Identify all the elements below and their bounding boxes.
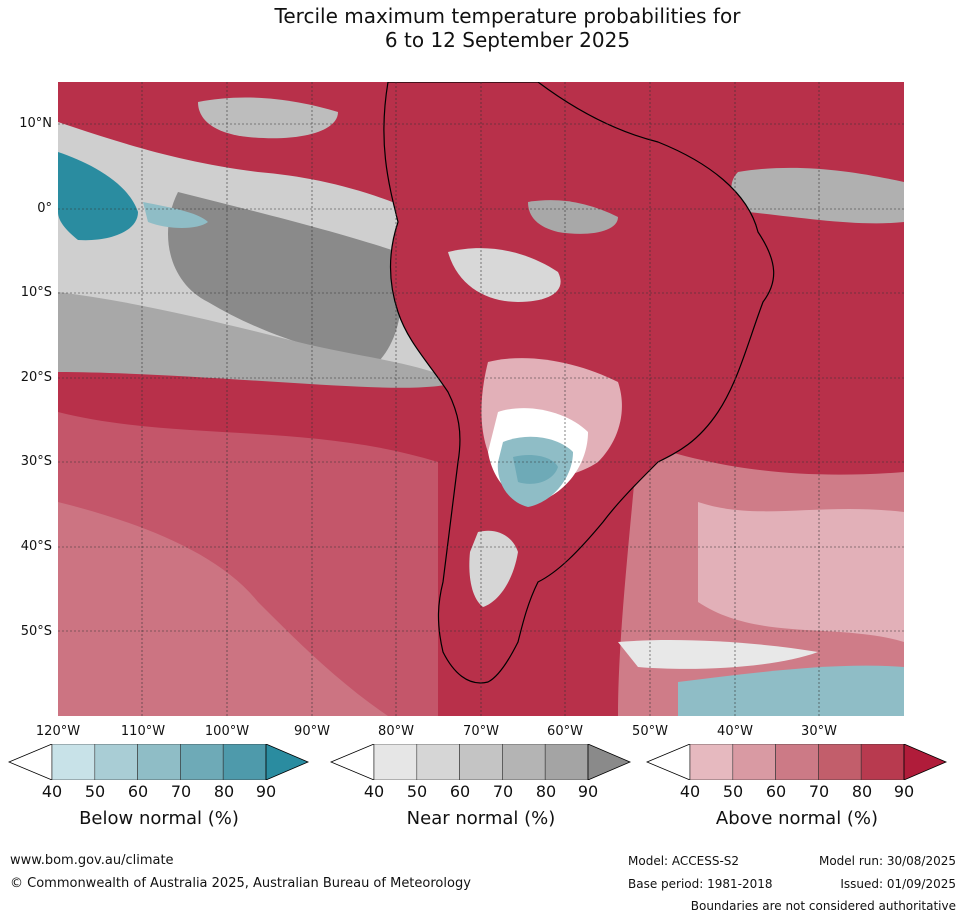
colorbar-extend-low bbox=[646, 744, 691, 780]
colorbar-segment bbox=[775, 744, 819, 780]
map-canvas bbox=[58, 82, 904, 716]
tick: 90 bbox=[255, 782, 277, 801]
footer-model-run: Model run: 30/08/2025 bbox=[818, 854, 956, 868]
title-line-1: Tercile maximum temperature probabilitie… bbox=[274, 4, 741, 28]
footer-url: www.bom.gov.au/climate bbox=[10, 853, 174, 868]
tick: 70 bbox=[808, 782, 830, 801]
tick: 90 bbox=[577, 782, 599, 801]
colorbar-below-normal bbox=[8, 744, 310, 780]
colorbar-segment bbox=[373, 744, 418, 780]
tick: 70 bbox=[170, 782, 192, 801]
colorbar-segment bbox=[222, 744, 267, 780]
lat-label-10n: 10°N bbox=[19, 116, 52, 131]
lat-label-40s: 40°S bbox=[20, 539, 52, 554]
colorbar-extend-low bbox=[330, 744, 375, 780]
title-line-2: 6 to 12 September 2025 bbox=[384, 28, 631, 52]
tick: 40 bbox=[363, 782, 385, 801]
colorbar-segment bbox=[502, 744, 546, 780]
near-normal-patagonia bbox=[469, 530, 518, 607]
near-normal-atlantic bbox=[731, 167, 904, 224]
tick: 60 bbox=[449, 782, 471, 801]
lon-label-80w: 80°W bbox=[378, 724, 414, 739]
near-normal-strong-region bbox=[168, 192, 402, 362]
graticule bbox=[58, 82, 904, 716]
below-normal-region bbox=[143, 202, 208, 228]
lat-label-0: 0° bbox=[37, 201, 52, 216]
footer-disclaimer: Boundaries are not considered authoritat… bbox=[690, 899, 956, 913]
colorbar-above-label: Above normal (%) bbox=[715, 808, 879, 829]
tick: 50 bbox=[84, 782, 106, 801]
colorbar-segment bbox=[51, 744, 96, 780]
lon-label-90w: 90°W bbox=[294, 724, 330, 739]
below-normal-strong-region bbox=[58, 152, 138, 241]
near-normal-mid-region bbox=[58, 292, 458, 388]
lon-label-50w: 50°W bbox=[632, 724, 668, 739]
tick: 50 bbox=[406, 782, 428, 801]
colorbar-segment bbox=[94, 744, 138, 780]
colorbar-near-normal bbox=[330, 744, 632, 780]
above-normal-weak-east bbox=[698, 502, 904, 642]
lon-label-30w: 30°W bbox=[801, 724, 837, 739]
colorbar-extend-high bbox=[587, 744, 632, 780]
tick: 80 bbox=[213, 782, 235, 801]
tick: 70 bbox=[492, 782, 514, 801]
footer-issued: Issued: 01/09/2025 bbox=[840, 877, 956, 891]
footer-copyright: © Commonwealth of Australia 2025, Austra… bbox=[10, 876, 471, 891]
colorbar-segment bbox=[459, 744, 503, 780]
colorbar-above-normal bbox=[646, 744, 948, 780]
lon-label-60w: 60°W bbox=[547, 724, 583, 739]
colorbar-segment bbox=[818, 744, 862, 780]
lat-label-50s: 50°S bbox=[20, 624, 52, 639]
footer-model: Model: ACCESS-S2 bbox=[628, 854, 740, 868]
colorbar-segment bbox=[544, 744, 589, 780]
tick: 90 bbox=[893, 782, 915, 801]
tick: 40 bbox=[41, 782, 63, 801]
lon-label-110w: 110°W bbox=[120, 724, 166, 739]
lon-label-70w: 70°W bbox=[463, 724, 499, 739]
colorbar-segment bbox=[689, 744, 734, 780]
colorbar-segment bbox=[860, 744, 905, 780]
colorbar-segment bbox=[180, 744, 224, 780]
near-normal-land-amazon bbox=[448, 248, 561, 302]
lat-label-30s: 30°S bbox=[20, 454, 52, 469]
colorbar-segment bbox=[732, 744, 776, 780]
tick: 60 bbox=[765, 782, 787, 801]
probability-map bbox=[58, 82, 904, 716]
lon-label-100w: 100°W bbox=[204, 724, 250, 739]
above-normal-region-low bbox=[58, 502, 388, 716]
near-normal-south-atlantic bbox=[618, 640, 818, 669]
lat-label-20s: 20°S bbox=[20, 370, 52, 385]
colorbar-near-label: Near normal (%) bbox=[406, 808, 556, 829]
tick: 40 bbox=[679, 782, 701, 801]
colorbar-extend-low bbox=[8, 744, 53, 780]
tick: 80 bbox=[535, 782, 557, 801]
below-normal-south-atlantic bbox=[678, 665, 904, 716]
lat-label-10s: 10°S bbox=[20, 285, 52, 300]
colorbar-extend-high bbox=[903, 744, 948, 780]
lon-label-120w: 120°W bbox=[35, 724, 81, 739]
footer-base-period: Base period: 1981-2018 bbox=[628, 877, 773, 891]
colorbar-segment bbox=[416, 744, 460, 780]
lon-label-40w: 40°W bbox=[717, 724, 753, 739]
colorbar-extend-high bbox=[265, 744, 310, 780]
near-normal-land-north bbox=[528, 200, 618, 234]
tick: 60 bbox=[127, 782, 149, 801]
colorbar-below-label: Below normal (%) bbox=[79, 808, 239, 829]
tick: 50 bbox=[722, 782, 744, 801]
colorbar-segment bbox=[137, 744, 181, 780]
chart-title: Tercile maximum temperature probabilitie… bbox=[0, 4, 965, 52]
near-normal-north bbox=[198, 97, 338, 139]
tick: 80 bbox=[851, 782, 873, 801]
